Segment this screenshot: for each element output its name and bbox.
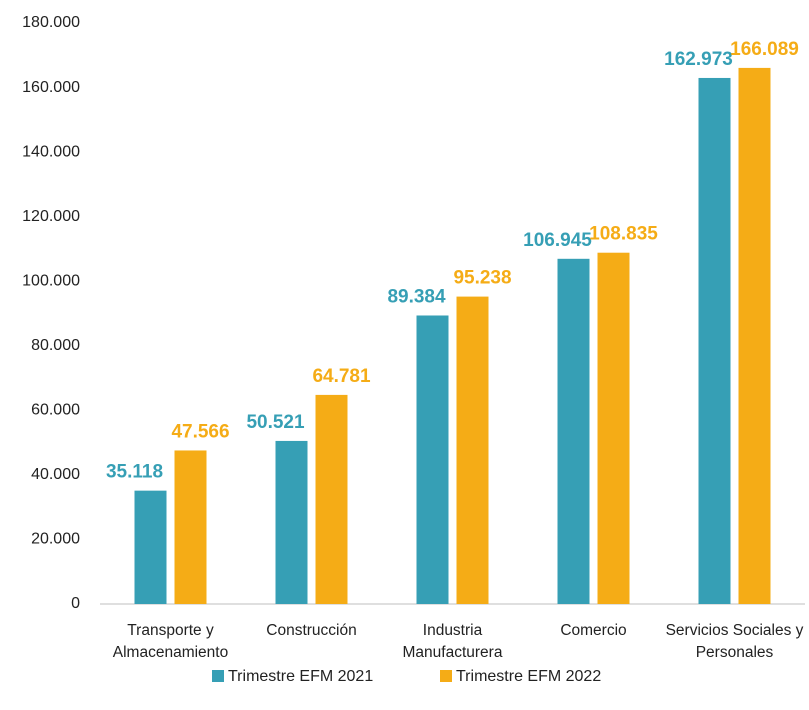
x-tick-label: Servicios Sociales y Personales [665,622,804,661]
bar [738,67,771,605]
legend-swatch [212,670,224,682]
bar [134,490,167,604]
y-tick-label: 180.000 [22,14,80,31]
data-label: 108.835 [589,224,658,245]
legend-label: Trimestre EFM 2022 [456,668,601,685]
data-label: 89.384 [387,287,446,308]
y-tick-label: 100.000 [22,272,80,289]
data-label: 35.118 [106,462,163,483]
bar [557,258,590,604]
y-tick-label: 40.000 [31,466,80,483]
bar [416,315,449,604]
bar [456,296,489,604]
bar [275,440,308,604]
bar [174,450,207,604]
data-label: 50.521 [246,412,305,433]
legend-label: Trimestre EFM 2021 [228,668,373,685]
x-tick-label: Transporte y Almacenamiento [112,622,229,661]
data-label: 64.781 [312,366,371,387]
y-tick-label: 60.000 [31,402,80,419]
x-tick-label: Comercio [560,622,627,639]
y-tick-label: 160.000 [22,79,80,96]
y-tick-label: 80.000 [31,337,80,354]
bar [597,252,630,604]
x-tick-label: Industria Manufacturera [402,622,503,661]
data-label: 166.089 [730,39,799,60]
y-tick-label: 0 [71,595,80,612]
y-tick-label: 140.000 [22,143,80,160]
x-tick-label: Construcción [266,622,357,639]
data-label: 162.973 [664,49,733,70]
bar [698,77,731,605]
bar [315,394,348,604]
data-label: 95.238 [453,268,511,289]
data-label: 106.945 [523,230,592,251]
legend-swatch [440,670,452,682]
y-tick-label: 120.000 [22,208,80,225]
y-tick-label: 20.000 [31,531,80,548]
data-label: 47.566 [171,421,229,442]
